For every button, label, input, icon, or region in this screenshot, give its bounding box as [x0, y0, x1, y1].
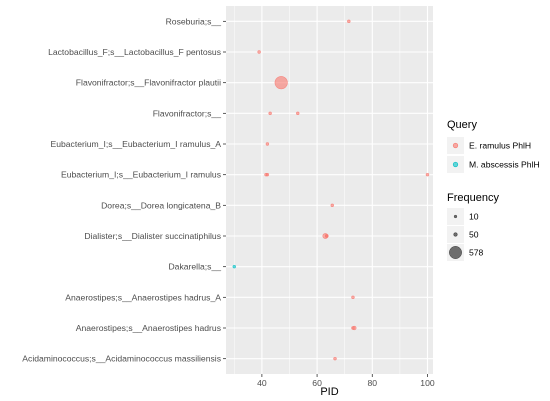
- y-tick-label: Roseburia;s__: [166, 16, 222, 26]
- legend: Query E. ramulus PhlH M. abscessis PhlH F…: [447, 119, 540, 261]
- data-point-e-ramulus: [296, 111, 300, 116]
- legend-frequency-title: Frequency: [447, 192, 499, 204]
- legend-size-label: 50: [469, 230, 479, 240]
- y-tick-label: Eubacterium_I;s__Eubacterium_I ramulus: [61, 170, 221, 180]
- legend-size-marker: [453, 232, 458, 237]
- data-points: [232, 19, 430, 361]
- y-tick-label: Flavonifractor;s__Flavonifractor plautii: [76, 78, 221, 88]
- y-tick-label: Eubacterium_I;s__Eubacterium_I ramulus_A: [50, 139, 221, 149]
- data-point-e-ramulus: [352, 325, 357, 331]
- legend-key-marker: [452, 161, 459, 168]
- y-tick-label: Anaerostipes;s__Anaerostipes hadrus_A: [65, 292, 221, 302]
- x-tick-label: 40: [257, 378, 267, 388]
- legend-series-label: E. ramulus PhlH: [469, 141, 531, 151]
- legend-query-title: Query: [447, 119, 477, 131]
- data-point-m-abscessis: [232, 264, 236, 269]
- x-tick-label: 60: [312, 378, 322, 388]
- x-tick-label: 100: [420, 378, 435, 388]
- legend-series-label: M. abscessis PhlH: [469, 160, 540, 170]
- data-point-e-ramulus: [330, 203, 334, 208]
- legend-key-marker: [452, 142, 459, 149]
- data-point-e-ramulus: [274, 76, 288, 90]
- data-point-e-ramulus: [257, 50, 261, 54]
- y-tick-label: Dakarella;s__: [168, 262, 221, 272]
- legend-size-marker: [449, 246, 462, 259]
- x-axis-tick-labels: 40 60 80 100: [257, 374, 435, 388]
- data-point-e-ramulus: [425, 172, 430, 177]
- legend-size-marker: [453, 214, 458, 219]
- y-tick-label: Anaerostipes;s__Anaerostipes hadrus: [76, 323, 221, 333]
- y-tick-label: Dialister;s__Dialister succinatiphilus: [84, 231, 221, 241]
- y-tick-label: Dorea;s__Dorea longicatena_B: [101, 200, 221, 210]
- data-point-e-ramulus: [322, 233, 329, 239]
- legend-size-label: 10: [469, 212, 479, 222]
- grid-lines: [226, 6, 433, 374]
- data-point-e-ramulus: [265, 142, 270, 146]
- y-tick-label: Flavonifractor;s__: [153, 108, 222, 118]
- data-point-e-ramulus: [347, 19, 351, 24]
- y-tick-label: Acidaminococcus;s__Acidaminococcus massi…: [22, 354, 221, 364]
- legend-size-label: 578: [469, 248, 484, 258]
- data-point-e-ramulus: [264, 172, 268, 177]
- x-axis-title: PID: [320, 386, 338, 398]
- y-axis-tick-labels: Roseburia;s__ Lactobacillus_F;s__Lactobac…: [22, 16, 226, 364]
- plot-panel: [226, 6, 433, 374]
- y-tick-label: Lactobacillus_F;s__Lactobacillus_F pento…: [48, 47, 221, 57]
- data-point-e-ramulus: [351, 295, 355, 300]
- legend-query-items: E. ramulus PhlH M. abscessis PhlH: [447, 137, 540, 173]
- data-point-e-ramulus: [333, 356, 337, 361]
- x-tick-label: 80: [367, 378, 377, 388]
- legend-frequency-items: 10 50 578: [447, 208, 484, 261]
- data-point-e-ramulus: [268, 111, 272, 116]
